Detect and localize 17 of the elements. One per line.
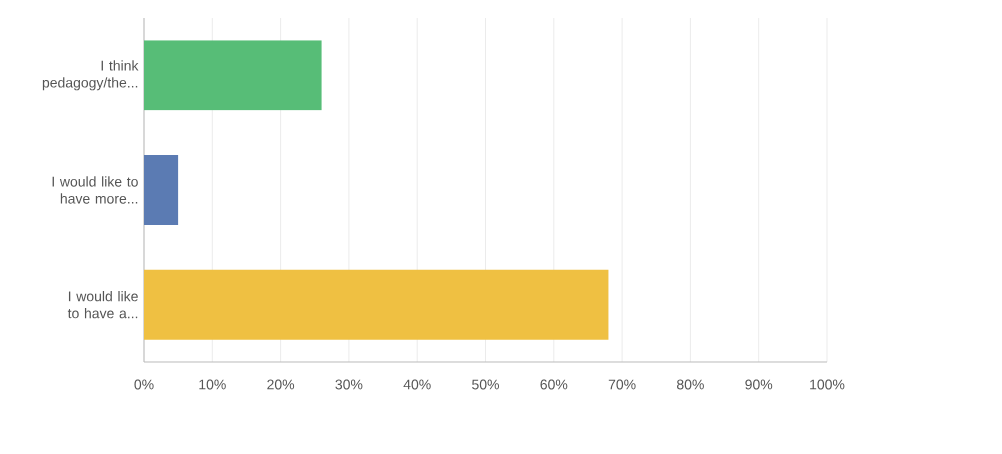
x-tick-label: 90%	[745, 379, 773, 390]
x-tick-label: 40%	[403, 379, 431, 390]
y-tick-label: I would like to have a...	[67, 291, 138, 319]
x-tick-label: 70%	[608, 379, 636, 390]
y-tick-label: I think pedagogy/the...	[42, 60, 139, 91]
x-tick-label: 0%	[134, 379, 154, 390]
x-tick-label: 20%	[267, 379, 295, 390]
x-tick-label: 30%	[335, 379, 363, 390]
bar	[144, 269, 609, 340]
bar	[144, 154, 179, 225]
y-tick-label: I would like to have more...	[52, 176, 138, 204]
x-tick-label: 10%	[199, 379, 226, 390]
x-tick-label: 50%	[472, 379, 500, 390]
bar	[144, 40, 322, 111]
x-tick-label: 80%	[677, 379, 704, 390]
x-tick-label: 60%	[540, 379, 568, 390]
x-tick-label: 100%	[810, 379, 845, 390]
